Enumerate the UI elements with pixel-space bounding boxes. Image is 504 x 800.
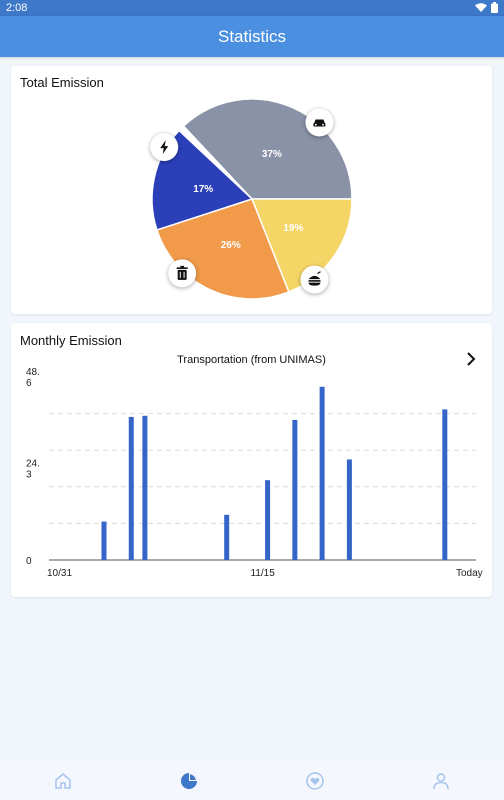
wifi-icon (475, 2, 487, 12)
home-icon (55, 773, 71, 789)
pie-label-waste: 26% (221, 240, 241, 251)
bar[interactable] (142, 415, 148, 560)
bar[interactable] (346, 459, 352, 560)
bottom-nav (0, 762, 504, 800)
pie-label-energy: 17% (193, 184, 213, 195)
status-icons (475, 2, 498, 13)
bar[interactable] (292, 419, 298, 560)
chart-subtitle: Transportation (from UNIMAS) (177, 354, 326, 366)
pie-badge-energy (150, 133, 179, 162)
pie-label-transport: 37% (262, 149, 282, 160)
total-emission-card: Total Emission 37% 19% 26% 17% (11, 66, 492, 314)
x-tick-label: 10/31 (47, 568, 72, 579)
app-bar: Statistics (0, 16, 504, 57)
nav-profile[interactable] (421, 766, 461, 796)
bar[interactable] (319, 386, 325, 560)
total-emission-pie-chart: 37% 19% 26% 17% (150, 98, 353, 300)
total-emission-title: Total Emission (20, 75, 104, 90)
y-tick-label: 48. 6 (26, 367, 40, 389)
chevron-right-icon[interactable] (462, 350, 480, 368)
monthly-emission-title: Monthly Emission (20, 333, 122, 348)
pie-badge-transport (305, 108, 334, 137)
pie-badge-food (300, 265, 329, 294)
bar[interactable] (101, 521, 107, 560)
bar[interactable] (442, 409, 448, 560)
page-title: Statistics (217, 26, 287, 46)
nav-statistics[interactable] (169, 766, 209, 796)
x-tick-label: 11/15 (251, 568, 276, 579)
person-icon (433, 773, 449, 790)
pie-slice-energy[interactable] (151, 129, 254, 231)
pie-chart-icon (181, 773, 197, 789)
car-icon (313, 119, 326, 127)
status-bar: 2:08 (0, 0, 504, 16)
nav-favorites[interactable] (295, 766, 335, 796)
y-tick-label: 0 (26, 556, 32, 567)
y-tick-label: 24. 3 (26, 459, 40, 481)
battery-icon (491, 2, 498, 13)
bar[interactable] (128, 416, 134, 560)
trash-icon (176, 265, 188, 280)
status-time: 2:08 (6, 2, 28, 14)
pie-badge-waste (168, 259, 197, 288)
bolt-icon (160, 140, 169, 155)
bar[interactable] (224, 514, 230, 560)
pie-slice-food[interactable] (250, 198, 353, 293)
heart-icon (306, 772, 324, 790)
bar[interactable] (265, 480, 271, 560)
nav-home[interactable] (43, 766, 83, 796)
monthly-emission-card: Monthly Emission Transportation (from UN… (11, 323, 492, 597)
pie-label-food: 19% (283, 223, 303, 234)
burger-icon (308, 271, 321, 286)
monthly-emission-bar-chart: 0 24. 3 48. 6 10/31 11/15 Today (26, 367, 483, 579)
x-tick-label: Today (456, 568, 483, 579)
